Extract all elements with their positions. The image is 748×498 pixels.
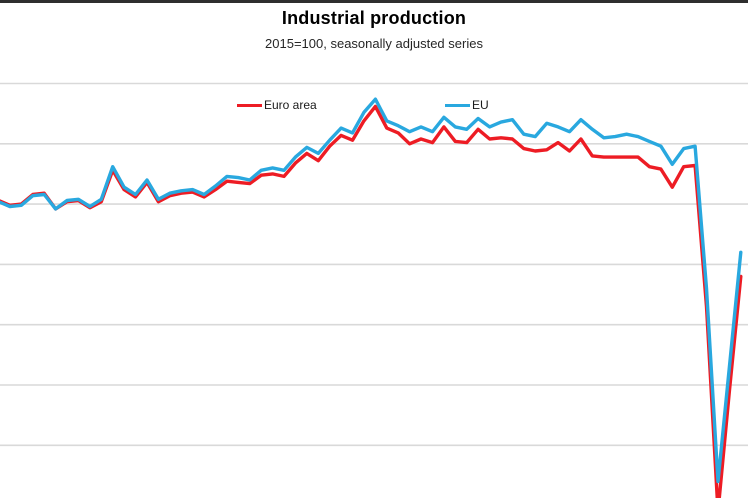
chart-title: Industrial production	[281, 8, 467, 28]
legend-label-eu: EU	[472, 98, 489, 112]
euro-area-line-swatch	[237, 103, 262, 107]
chart-subtitle: 2015=100, seasonally adjusted series	[265, 36, 483, 51]
legend-item-eu: EU	[445, 98, 489, 112]
legend-item-euro-area: Euro area	[237, 98, 317, 112]
euro-area-line	[0, 104, 743, 498]
eu-line-swatch	[445, 103, 470, 107]
chart-header: Industrial production 2015=100, seasonal…	[0, 8, 748, 51]
legend-label-euro-area: Euro area	[264, 98, 317, 112]
window-top-border	[0, 0, 748, 3]
eu-line	[0, 97, 743, 484]
